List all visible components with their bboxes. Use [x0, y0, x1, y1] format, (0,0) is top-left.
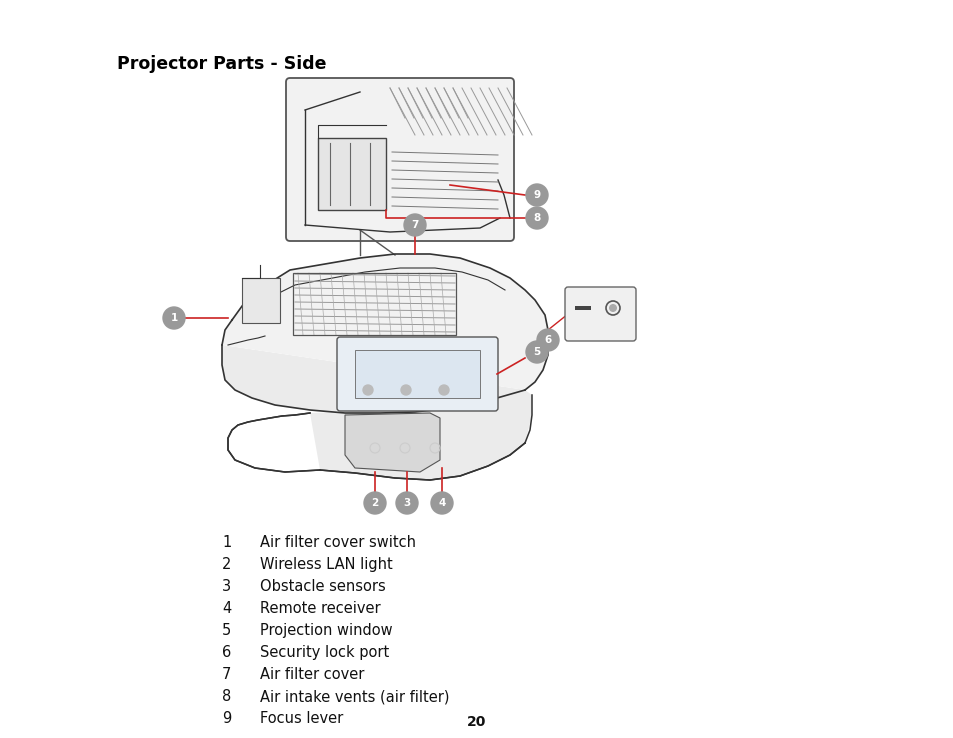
Text: 8: 8: [533, 213, 540, 223]
Circle shape: [525, 184, 547, 206]
Text: 1: 1: [171, 313, 177, 323]
Circle shape: [537, 329, 558, 351]
Text: 6: 6: [222, 645, 231, 660]
Circle shape: [431, 492, 453, 514]
Circle shape: [163, 307, 185, 329]
Text: 5: 5: [533, 347, 540, 357]
Text: Security lock port: Security lock port: [260, 645, 389, 660]
Text: 4: 4: [222, 601, 231, 616]
Circle shape: [400, 385, 411, 395]
Text: 3: 3: [222, 579, 231, 594]
Bar: [355, 350, 479, 398]
Circle shape: [608, 304, 617, 312]
Circle shape: [363, 385, 373, 395]
Polygon shape: [222, 254, 547, 413]
Text: 9: 9: [222, 711, 231, 726]
Text: Wireless LAN light: Wireless LAN light: [260, 557, 393, 572]
Text: 7: 7: [411, 220, 418, 230]
Bar: [293, 273, 456, 335]
Bar: [575, 306, 590, 310]
Circle shape: [364, 492, 386, 514]
Text: 1: 1: [222, 535, 231, 550]
FancyBboxPatch shape: [564, 287, 636, 341]
FancyBboxPatch shape: [336, 337, 497, 411]
Text: 4: 4: [437, 498, 445, 508]
Text: Air filter cover: Air filter cover: [260, 667, 364, 682]
Text: 8: 8: [222, 689, 231, 704]
Text: Air filter cover switch: Air filter cover switch: [260, 535, 416, 550]
Polygon shape: [222, 345, 532, 480]
Text: 3: 3: [403, 498, 410, 508]
Text: Focus lever: Focus lever: [260, 711, 343, 726]
Circle shape: [395, 492, 417, 514]
Text: 2: 2: [371, 498, 378, 508]
Bar: [242, 278, 280, 323]
Circle shape: [525, 341, 547, 363]
Text: 9: 9: [533, 190, 540, 200]
Text: Projection window: Projection window: [260, 623, 393, 638]
Circle shape: [403, 214, 426, 236]
Text: 6: 6: [544, 335, 551, 345]
Text: Remote receiver: Remote receiver: [260, 601, 380, 616]
Text: 2: 2: [222, 557, 232, 572]
Polygon shape: [345, 413, 439, 472]
Text: 5: 5: [222, 623, 231, 638]
Text: Air intake vents (air filter): Air intake vents (air filter): [260, 689, 449, 704]
Bar: [317, 138, 386, 210]
Text: 20: 20: [467, 715, 486, 729]
Text: Projector Parts - Side: Projector Parts - Side: [117, 55, 326, 73]
Text: Obstacle sensors: Obstacle sensors: [260, 579, 385, 594]
Text: 7: 7: [222, 667, 232, 682]
FancyBboxPatch shape: [286, 78, 514, 241]
Circle shape: [438, 385, 449, 395]
Circle shape: [525, 207, 547, 229]
